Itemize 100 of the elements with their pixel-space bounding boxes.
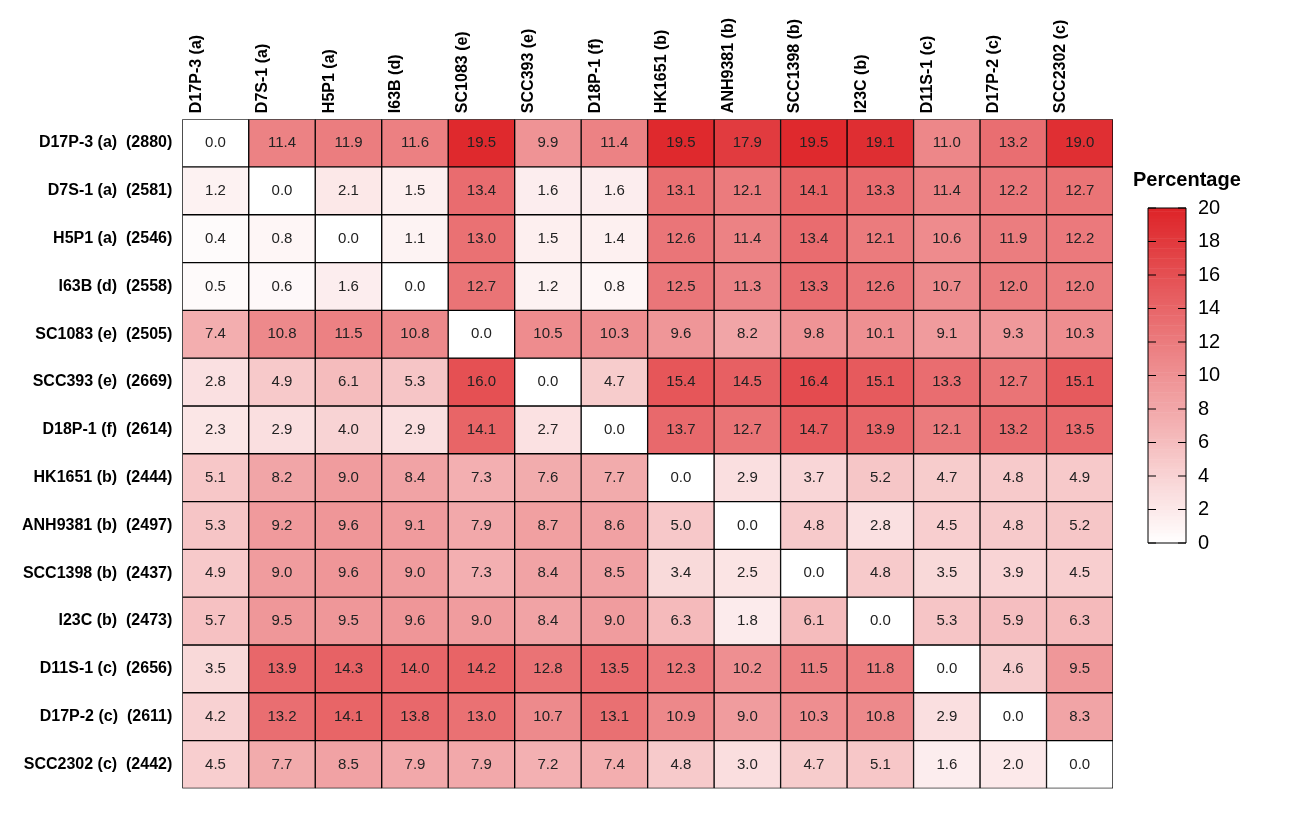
x-tick-label: H5P1 (a) [319, 49, 337, 114]
data-label: 8.5 [338, 754, 359, 772]
y-tick-label: SCC393 (e) (2669) [32, 372, 173, 390]
data-label: 1.6 [603, 180, 625, 198]
data-label: 14.7 [799, 420, 829, 437]
data-label: 11.4 [267, 133, 297, 151]
data-label: 9.0 [471, 611, 492, 629]
x-tick-label: D11S-1 (c) [918, 35, 936, 114]
data-label: 1.2 [205, 180, 226, 198]
data-label: 0.0 [936, 659, 958, 677]
data-label: 8.4 [404, 467, 426, 485]
data-label: 8.4 [537, 611, 559, 629]
data-label: 6.1 [338, 372, 359, 390]
x-tick-label: I23C (b) [851, 54, 869, 114]
data-label: 9.9 [537, 133, 559, 151]
data-label: 9.0 [338, 467, 359, 485]
data-label: 1.6 [936, 754, 958, 772]
x-tick-label: D7S-1 (a) [253, 43, 271, 114]
data-label: 8.6 [603, 515, 625, 533]
x-tick-label: SC1083 (e) [452, 31, 470, 114]
data-label: 7.9 [404, 754, 426, 772]
data-label: 4.6 [1002, 659, 1024, 677]
data-label: 5.9 [1002, 611, 1024, 629]
data-label: 2.3 [205, 420, 226, 437]
data-label: 7.3 [471, 467, 492, 485]
data-label: 0.0 [1069, 754, 1091, 772]
data-label: 3.7 [803, 467, 825, 485]
data-label: 10.3 [599, 324, 629, 342]
data-label: 10.8 [865, 706, 895, 724]
data-label: 8.3 [1069, 706, 1091, 724]
data-label: 0.0 [404, 276, 426, 294]
data-label: 11.9 [999, 228, 1028, 246]
data-label: 0.0 [471, 324, 492, 342]
data-label: 5.3 [936, 611, 958, 629]
data-label: 13.2 [998, 420, 1028, 437]
data-label: 6.1 [803, 611, 825, 629]
data-label: 4.8 [869, 563, 891, 581]
data-label: 5.0 [670, 515, 692, 533]
data-label: 0.0 [537, 372, 559, 390]
data-label: 9.0 [736, 706, 758, 724]
data-label: 13.9 [267, 659, 297, 677]
data-label: 9.6 [404, 611, 426, 629]
data-label: 13.8 [400, 706, 430, 724]
data-label: 2.5 [736, 563, 758, 581]
y-tick-label: SCC2302 (c) (2442) [23, 754, 173, 772]
data-label: 17.9 [732, 133, 762, 151]
data-label: 5.3 [404, 372, 426, 390]
data-label: 9.6 [338, 515, 359, 533]
data-label: 10.3 [1065, 324, 1095, 342]
color-bar-label: 0 [1198, 530, 1210, 553]
color-bar-label: 6 [1198, 430, 1210, 453]
data-label: 5.3 [205, 515, 226, 533]
color-bar-label: 10 [1198, 363, 1221, 386]
data-label: 1.1 [404, 228, 426, 246]
data-label: 0.0 [338, 228, 359, 246]
data-label: 12.3 [666, 659, 696, 677]
data-label: 10.6 [932, 228, 962, 246]
data-label: 0.8 [603, 276, 625, 294]
data-label: 19.5 [799, 133, 829, 151]
x-tick-label: I63B (d) [386, 54, 404, 114]
data-label: 0.6 [271, 276, 293, 294]
data-label: 12.0 [1065, 276, 1095, 294]
data-label: 13.9 [865, 420, 895, 437]
data-label: 12.1 [732, 180, 762, 198]
data-label: 0.0 [603, 420, 625, 437]
data-label: 2.9 [404, 420, 426, 437]
data-label: 11.4 [600, 133, 629, 151]
data-label: 4.9 [271, 372, 293, 390]
data-label: 11.9 [334, 133, 363, 151]
data-label: 4.8 [1002, 467, 1024, 485]
data-label: 14.1 [333, 706, 364, 724]
data-label: 9.5 [338, 611, 359, 629]
data-label: 13.5 [1065, 420, 1095, 437]
y-tick-label: D18P-1 (f) (2614) [42, 420, 173, 438]
data-label: 12.2 [998, 180, 1028, 198]
data-label: 0.5 [205, 276, 226, 294]
data-label: 7.4 [205, 324, 226, 342]
data-label: 7.4 [603, 754, 625, 772]
color-bar-label: 12 [1198, 329, 1221, 352]
data-label: 9.6 [670, 324, 692, 342]
data-label: 0.8 [271, 228, 293, 246]
data-label: 1.5 [537, 228, 559, 246]
data-label: 2.1 [338, 180, 359, 198]
data-label: 6.3 [1069, 611, 1091, 629]
data-label: 11.3 [733, 276, 762, 294]
data-label: 11.5 [334, 324, 363, 342]
data-label: 8.5 [603, 563, 625, 581]
y-tick-label: D11S-1 (c) (2656) [39, 659, 173, 677]
data-label: 4.7 [803, 754, 825, 772]
data-label: 14.2 [466, 659, 497, 677]
data-label: 14.3 [333, 659, 364, 677]
data-label: 12.5 [666, 276, 696, 294]
data-label: 9.0 [603, 611, 625, 629]
data-label: 10.7 [533, 706, 563, 724]
data-label: 4.8 [1002, 515, 1024, 533]
data-label: 10.7 [932, 276, 962, 294]
data-label: 1.5 [404, 180, 426, 198]
y-tick-label: HK1651 (b) (2444) [33, 468, 173, 486]
data-label: 9.3 [1002, 324, 1024, 342]
data-label: 9.2 [271, 515, 293, 533]
